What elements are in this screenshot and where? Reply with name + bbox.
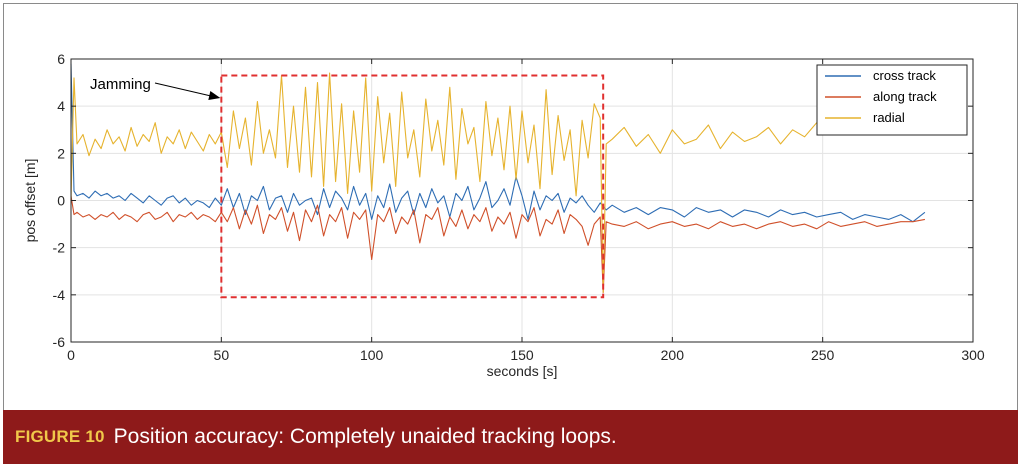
legend-label: cross track <box>873 68 936 83</box>
figure-frame: 0 50 100 150 200 250 300 -6 -4 -2 0 2 4 6 seconds [s] p… <box>3 3 1018 464</box>
y-tick-label: -6 <box>53 334 66 350</box>
x-axis-label: seconds [s] <box>487 363 558 379</box>
y-tick-label: -4 <box>53 287 66 303</box>
legend-label: along track <box>873 89 937 104</box>
annotation-text: Jamming <box>90 76 151 93</box>
x-tick-label: 150 <box>510 347 534 363</box>
x-tick-label: 250 <box>811 347 835 363</box>
y-axis-label: pos offset [m] <box>22 159 38 243</box>
x-tick-label: 100 <box>360 347 384 363</box>
series-line-along-track <box>70 195 926 294</box>
annotation-arrowhead <box>208 91 221 100</box>
x-tick-label: 200 <box>661 347 685 363</box>
x-tick-label: 300 <box>961 347 985 363</box>
figure-caption: FIGURE 10 Position accuracy: Completely … <box>3 410 1018 464</box>
annotation-arrow <box>154 82 216 98</box>
series-line-cross-track <box>70 63 926 223</box>
caption-text: Position accuracy: Completely unaided tr… <box>113 425 617 448</box>
y-tick-label: 2 <box>57 145 65 161</box>
y-tick-label: 6 <box>57 51 65 67</box>
y-tick-label: 0 <box>57 193 65 209</box>
legend-label: radial <box>873 110 905 125</box>
figure-number: FIGURE 10 <box>15 427 105 446</box>
x-tick-label: 50 <box>214 347 230 363</box>
x-tick-label: 0 <box>67 347 75 363</box>
jamming-region-box <box>220 74 605 299</box>
line-chart: 0 50 100 150 200 250 300 -6 -4 -2 0 2 4 6 seconds [s] p… <box>22 51 985 379</box>
series-line-radial <box>70 72 926 294</box>
y-tick-label: 4 <box>57 98 65 114</box>
y-tick-label: -2 <box>53 240 66 256</box>
